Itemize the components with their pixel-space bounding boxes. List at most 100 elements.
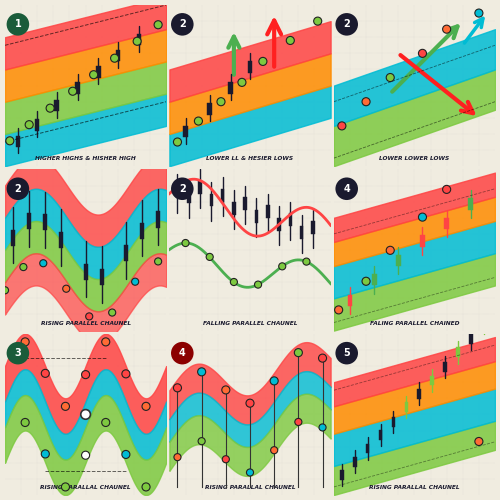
Text: 4: 4	[179, 348, 186, 358]
Bar	[100, 269, 103, 285]
Circle shape	[254, 281, 262, 288]
Bar	[482, 318, 486, 328]
Circle shape	[171, 178, 194, 200]
Circle shape	[286, 36, 294, 44]
Text: 2: 2	[14, 184, 21, 194]
Circle shape	[259, 58, 267, 66]
Bar	[116, 50, 120, 62]
Circle shape	[246, 399, 254, 407]
Circle shape	[6, 137, 14, 145]
Text: LOWER LOWER LOWS: LOWER LOWER LOWS	[380, 156, 450, 162]
Bar	[300, 226, 304, 238]
Bar	[288, 213, 292, 226]
Circle shape	[62, 483, 70, 491]
Bar	[254, 210, 258, 222]
Circle shape	[238, 78, 246, 86]
Circle shape	[90, 70, 98, 78]
Circle shape	[246, 469, 254, 476]
Bar	[60, 232, 64, 248]
Circle shape	[318, 354, 326, 362]
Circle shape	[142, 402, 150, 410]
Circle shape	[42, 450, 50, 458]
Circle shape	[25, 120, 33, 128]
Bar	[379, 430, 382, 440]
Text: 5: 5	[344, 348, 350, 358]
Bar	[96, 66, 100, 78]
Circle shape	[42, 370, 50, 378]
Bar	[311, 221, 314, 234]
Circle shape	[217, 98, 225, 106]
Circle shape	[102, 338, 110, 346]
Circle shape	[336, 13, 358, 36]
Circle shape	[2, 287, 8, 294]
Bar	[84, 264, 87, 280]
Circle shape	[174, 384, 182, 392]
Circle shape	[294, 348, 302, 356]
Text: RISING PARALLAL CHAUNEL: RISING PARALLAL CHAUNEL	[204, 485, 296, 490]
Circle shape	[110, 54, 118, 62]
Bar	[76, 82, 80, 94]
Circle shape	[295, 418, 302, 426]
Circle shape	[6, 178, 29, 200]
Circle shape	[206, 254, 214, 260]
Circle shape	[132, 278, 138, 285]
Circle shape	[418, 213, 426, 221]
Circle shape	[336, 342, 358, 364]
Bar	[353, 457, 356, 466]
Text: 4: 4	[344, 184, 350, 194]
Circle shape	[6, 13, 29, 36]
Text: RISING PARALLAL CHAUNEL: RISING PARALLAL CHAUNEL	[40, 485, 131, 490]
Bar	[348, 295, 352, 306]
Circle shape	[102, 418, 110, 426]
Circle shape	[270, 446, 278, 454]
Circle shape	[303, 258, 310, 265]
Circle shape	[20, 264, 27, 270]
Bar	[11, 230, 15, 246]
Bar	[430, 376, 434, 386]
Text: 1: 1	[14, 20, 21, 30]
Bar	[54, 100, 59, 112]
Bar	[187, 190, 190, 203]
Circle shape	[222, 456, 230, 463]
Bar	[35, 120, 40, 130]
Circle shape	[319, 424, 326, 431]
Circle shape	[62, 402, 70, 410]
Text: FALLING PARALLEL CHAUNEL: FALLING PARALLEL CHAUNEL	[203, 321, 297, 326]
Circle shape	[142, 483, 150, 491]
Bar	[176, 186, 179, 198]
Text: 3: 3	[14, 348, 21, 358]
Bar	[444, 218, 449, 229]
Circle shape	[171, 342, 194, 364]
Bar	[340, 470, 344, 480]
Circle shape	[62, 285, 70, 292]
Bar	[232, 202, 235, 214]
Circle shape	[475, 438, 483, 446]
Circle shape	[174, 454, 181, 460]
Circle shape	[314, 17, 322, 25]
Bar	[366, 444, 370, 454]
Text: 2: 2	[179, 20, 186, 30]
Text: 2: 2	[344, 20, 350, 30]
Bar	[184, 126, 188, 137]
Bar	[444, 362, 447, 372]
Circle shape	[133, 37, 141, 46]
Circle shape	[154, 258, 162, 265]
Text: RISING PARALLAL CHAUNEL: RISING PARALLAL CHAUNEL	[369, 485, 460, 490]
Bar	[221, 189, 224, 202]
Circle shape	[40, 260, 47, 267]
Bar	[469, 334, 472, 344]
Circle shape	[46, 104, 54, 112]
Bar	[420, 236, 425, 247]
Text: FALING PARALLEL CHAINED: FALING PARALLEL CHAINED	[370, 321, 459, 326]
Circle shape	[338, 122, 346, 130]
Text: RISING PARALLEL CHAUNEL: RISING PARALLEL CHAUNEL	[40, 321, 130, 326]
Circle shape	[278, 263, 286, 270]
Bar	[16, 136, 20, 147]
Circle shape	[68, 87, 76, 96]
Circle shape	[81, 410, 90, 419]
Circle shape	[270, 377, 278, 385]
Bar	[456, 348, 460, 357]
Bar	[277, 218, 281, 230]
Bar	[198, 180, 202, 194]
Circle shape	[230, 278, 237, 285]
